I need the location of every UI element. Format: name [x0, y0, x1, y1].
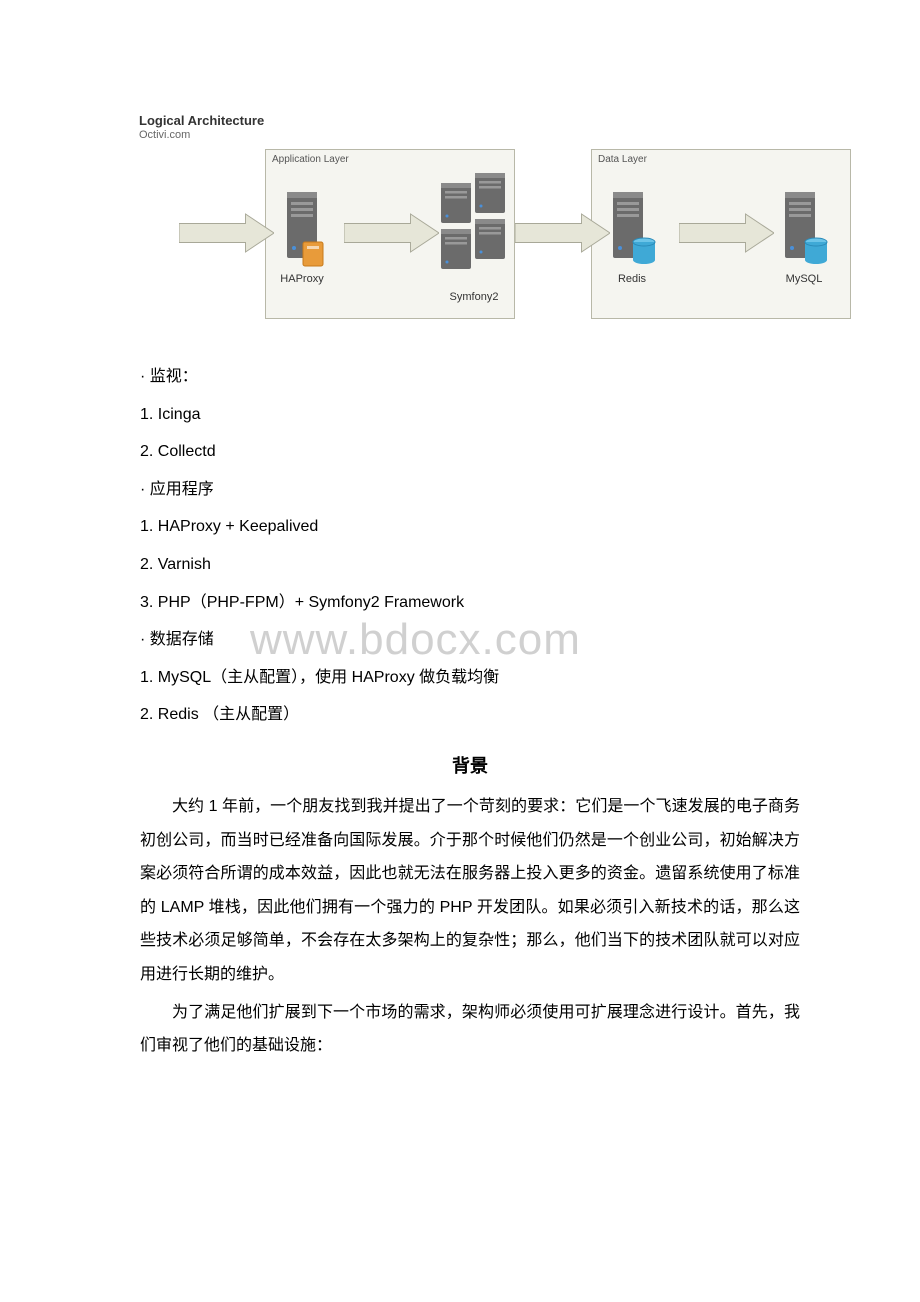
- symfony-cluster-icon: [439, 171, 509, 281]
- monitor-item-1: 1. Icinga: [140, 398, 800, 432]
- symfony-label: Symfony2: [439, 291, 509, 303]
- redis-server-icon: [607, 186, 657, 268]
- app-item-3: 3. PHP（PHP-FPM）+ Symfony2 Framework: [140, 586, 800, 620]
- paragraph-2: 为了满足他们扩展到下一个市场的需求，架构师必须使用可扩展理念进行设计。首先，我们…: [140, 996, 800, 1063]
- haproxy-label: HAProxy: [275, 273, 329, 285]
- application-layer-label: Application Layer: [272, 154, 349, 165]
- section-title-background: 背景: [140, 752, 800, 778]
- app-item-1: 1. HAProxy + Keepalived: [140, 510, 800, 544]
- mysql-server-icon: [779, 186, 829, 268]
- storage-item-2: 2. Redis （主从配置）: [140, 698, 800, 732]
- arrow-icon: [515, 213, 610, 253]
- storage-heading: 数据存储: [140, 623, 800, 657]
- diagram-subtitle: Octivi.com: [139, 129, 190, 141]
- monitor-heading: 监视：: [140, 360, 800, 394]
- arrow-icon: [679, 213, 774, 253]
- app-item-2: 2. Varnish: [140, 548, 800, 582]
- monitor-item-2: 2. Collectd: [140, 435, 800, 469]
- mysql-label: MySQL: [779, 273, 829, 285]
- diagram-title: Logical Architecture: [139, 113, 264, 128]
- paragraph-1: 大约 1 年前，一个朋友找到我并提出了一个苛刻的要求：它们是一个飞速发展的电子商…: [140, 790, 800, 992]
- data-layer-label: Data Layer: [598, 154, 647, 165]
- storage-item-1: 1. MySQL（主从配置），使用 HAProxy 做负载均衡: [140, 661, 800, 695]
- app-heading: 应用程序: [140, 473, 800, 507]
- arrow-icon: [179, 213, 274, 253]
- haproxy-server-icon: [279, 186, 325, 268]
- page-container: Logical Architecture Octivi.com Applicat…: [0, 0, 920, 1127]
- text-content: 监视： 1. Icinga 2. Collectd 应用程序 1. HAProx…: [140, 360, 800, 1063]
- architecture-diagram: Logical Architecture Octivi.com Applicat…: [138, 100, 858, 320]
- arrow-icon: [344, 213, 439, 253]
- redis-label: Redis: [607, 273, 657, 285]
